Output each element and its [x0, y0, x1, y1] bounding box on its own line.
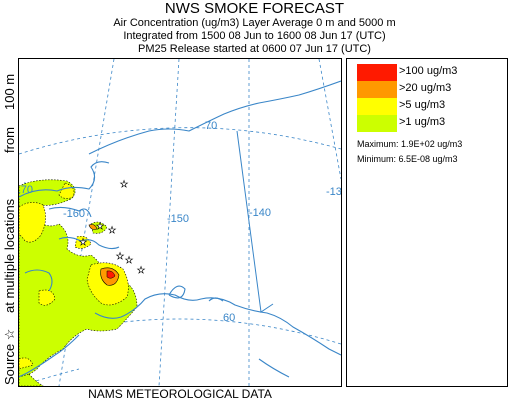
map-canvas: ★ ★ ★ ★ ★ ★ ★ -170 -160 -150 -140 -130 7…: [19, 59, 341, 386]
subtitle-integration: Integrated from 1500 08 Jun to 1600 08 J…: [123, 30, 386, 42]
plume-gt100: [106, 270, 116, 279]
lon-label-minus-150: -150: [167, 213, 189, 225]
source-markers: ★ ★ ★ ★ ★ ★ ★: [79, 180, 146, 277]
source-star-icon: ★: [125, 256, 133, 266]
legend-label: >20 ug/m3: [399, 82, 452, 94]
source-star-icon: ★: [116, 252, 124, 262]
lat-label-60: 60: [223, 312, 235, 324]
source-star-icon: ★: [137, 266, 145, 276]
legend-swatch: [357, 98, 397, 115]
legend-swatch: [357, 81, 397, 98]
map-panel: ★ ★ ★ ★ ★ ★ ★ -170 -160 -150 -140 -130 7…: [18, 58, 342, 387]
legend-item-gt100: >100 ug/m3: [357, 64, 497, 81]
legend-minimum: Minimum: 6.5E-08 ug/m3: [357, 154, 458, 164]
subtitle-concentration: Air Concentration (ug/m3) Layer Average …: [113, 17, 396, 29]
lon-label-minus-160: -160: [63, 208, 85, 220]
height-text: 100 m: [2, 73, 17, 110]
lat-label-70: 70: [205, 120, 217, 132]
source-star-icon: ★: [120, 180, 128, 190]
coastline: [19, 80, 341, 378]
parallel-70: [19, 127, 341, 155]
meridian-minus-130: [318, 59, 341, 180]
legend-maximum: Maximum: 1.9E+02 ug/m3: [357, 139, 463, 149]
lon-label-minus-140: -140: [249, 207, 271, 219]
lon-label-minus-130: -130: [326, 186, 341, 198]
legend-swatch: [357, 115, 397, 132]
source-text: Source ☆: [2, 328, 17, 385]
legend-label: >5 ug/m3: [399, 99, 446, 111]
source-star-icon: ★: [79, 238, 87, 248]
legend-panel: >100 ug/m3 >20 ug/m3 >5 ug/m3 >1 ug/m3 M…: [346, 58, 508, 387]
grid-labels: -170 -160 -150 -140 -130 70 60: [19, 120, 341, 324]
legend-item-gt5: >5 ug/m3: [357, 98, 497, 115]
source-label: Source ☆ at multiple locations from 100 …: [2, 45, 18, 385]
legend-swatch: [357, 64, 397, 81]
header: NWS SMOKE FORECAST Air Concentration (ug…: [0, 0, 509, 56]
page-title: NWS SMOKE FORECAST: [164, 0, 345, 17]
from-text: from: [2, 127, 17, 153]
data-source-footer: NAMS METEOROLOGICAL DATA: [88, 387, 272, 401]
legend-item-gt1: >1 ug/m3: [357, 115, 497, 132]
meridian-minus-150: [158, 59, 180, 386]
legend-label: >100 ug/m3: [399, 65, 458, 77]
locations-text: at multiple locations: [2, 198, 17, 313]
source-star-icon: ★: [108, 226, 116, 236]
legend-label: >1 ug/m3: [399, 116, 446, 128]
source-star-icon: ★: [96, 222, 104, 232]
us-canada-border: [236, 130, 274, 313]
legend-item-gt20: >20 ug/m3: [357, 81, 497, 98]
subtitle-release: PM25 Release started at 0600 07 Jun 17 (…: [138, 43, 371, 55]
lon-label-minus-170: -170: [19, 184, 33, 196]
